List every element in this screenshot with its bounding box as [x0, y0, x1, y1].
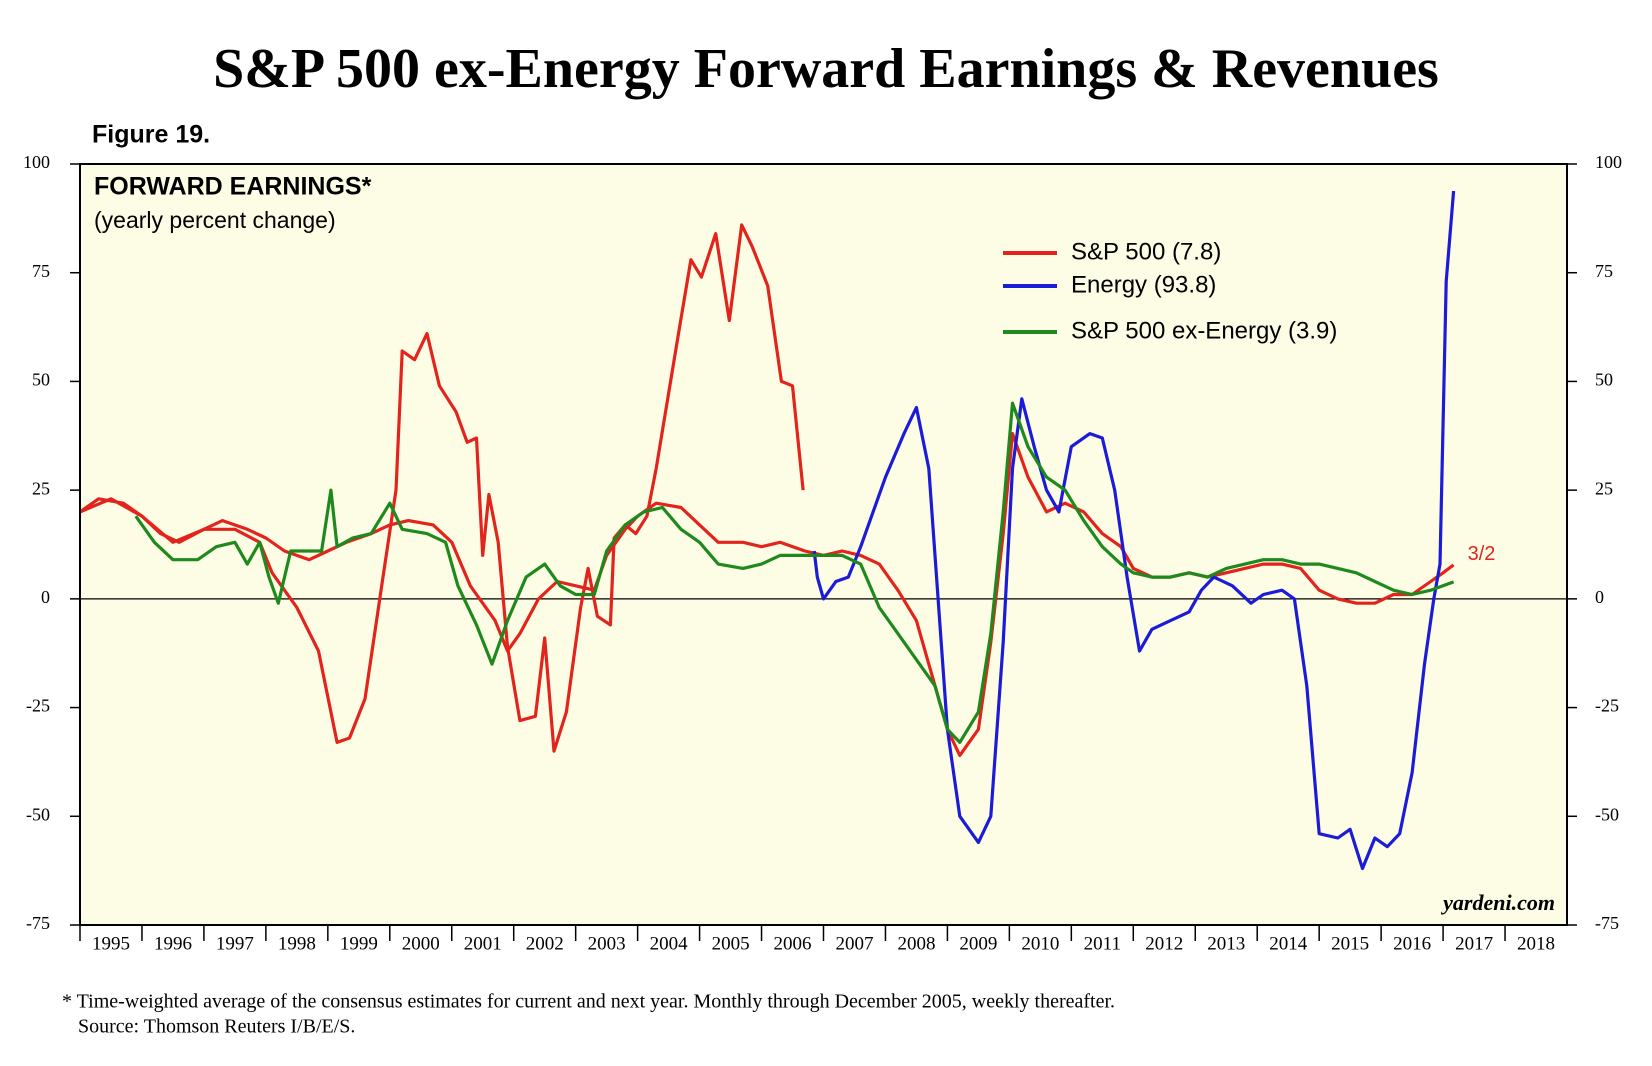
chart-title: S&P 500 ex-Energy Forward Earnings & Rev…	[213, 38, 1439, 100]
y2-tick-label: -75	[1595, 913, 1619, 933]
y2-tick-label: 75	[1595, 261, 1613, 281]
panel-title: FORWARD EARNINGS*	[94, 173, 372, 201]
x-tick-label: 2015	[1331, 933, 1369, 954]
x-tick-label: 1998	[278, 933, 316, 954]
series-line	[812, 190, 1456, 871]
x-tick-label: 2016	[1393, 933, 1431, 954]
y-tick-label: 0	[41, 587, 50, 607]
x-tick-label: 1999	[340, 933, 378, 954]
footnote: * Time-weighted average of the consensus…	[62, 991, 1115, 1013]
y-tick-label: -25	[26, 696, 50, 716]
end-date-annotation: 3/2	[1468, 543, 1496, 565]
x-tick-label: 2008	[897, 933, 935, 954]
x-tick-label: 1997	[216, 933, 254, 954]
y2-tick-label: 25	[1595, 478, 1613, 498]
y2-tick-label: 50	[1595, 370, 1613, 390]
y-tick-label: -50	[26, 804, 50, 824]
y2-tick-label: -25	[1595, 696, 1619, 716]
source-watermark: yardeni.com	[1440, 890, 1555, 915]
y-tick-label: 75	[32, 261, 50, 281]
y-tick-label: -75	[26, 913, 50, 933]
panel-subtitle: (yearly percent change)	[94, 207, 336, 233]
x-tick-label: 2014	[1269, 933, 1308, 954]
x-tick-label: 2011	[1084, 933, 1121, 954]
figure-label: Figure 19.	[92, 121, 210, 149]
legend-label: S&P 500 (7.8)	[1071, 238, 1221, 265]
x-tick-label: 2005	[712, 933, 750, 954]
x-tick-label: 1995	[92, 933, 130, 954]
x-tick-label: 2003	[588, 933, 626, 954]
y-tick-label: 50	[32, 370, 50, 390]
y-tick-label: 25	[32, 478, 50, 498]
y2-tick-label: 100	[1595, 152, 1622, 172]
legend-label: Energy (93.8)	[1071, 271, 1216, 298]
y2-tick-label: 0	[1595, 587, 1604, 607]
y2-tick-label: -50	[1595, 804, 1619, 824]
x-tick-label: 2002	[526, 933, 564, 954]
y-tick-label: 100	[23, 152, 50, 172]
x-tick-label: 2013	[1207, 933, 1245, 954]
plot-frame	[79, 163, 1568, 926]
x-tick-label: 2018	[1517, 933, 1555, 954]
source: Source: Thomson Reuters I/B/E/S.	[78, 1016, 355, 1038]
x-tick-label: 2009	[959, 933, 997, 954]
x-tick-label: 2010	[1021, 933, 1059, 954]
x-tick-label: 1996	[154, 933, 192, 954]
plot-background	[80, 164, 1567, 925]
x-tick-label: 2006	[774, 933, 812, 954]
x-tick-label: 2012	[1145, 933, 1183, 954]
x-tick-label: 2001	[464, 933, 502, 954]
series-line	[79, 223, 805, 753]
x-tick-label: 2017	[1455, 933, 1493, 954]
x-tick-label: 2007	[835, 933, 873, 954]
x-tick-label: 2000	[402, 933, 440, 954]
legend-label: S&P 500 ex-Energy (3.9)	[1071, 317, 1337, 344]
x-tick-label: 2004	[650, 933, 689, 954]
series-line	[134, 401, 1455, 744]
